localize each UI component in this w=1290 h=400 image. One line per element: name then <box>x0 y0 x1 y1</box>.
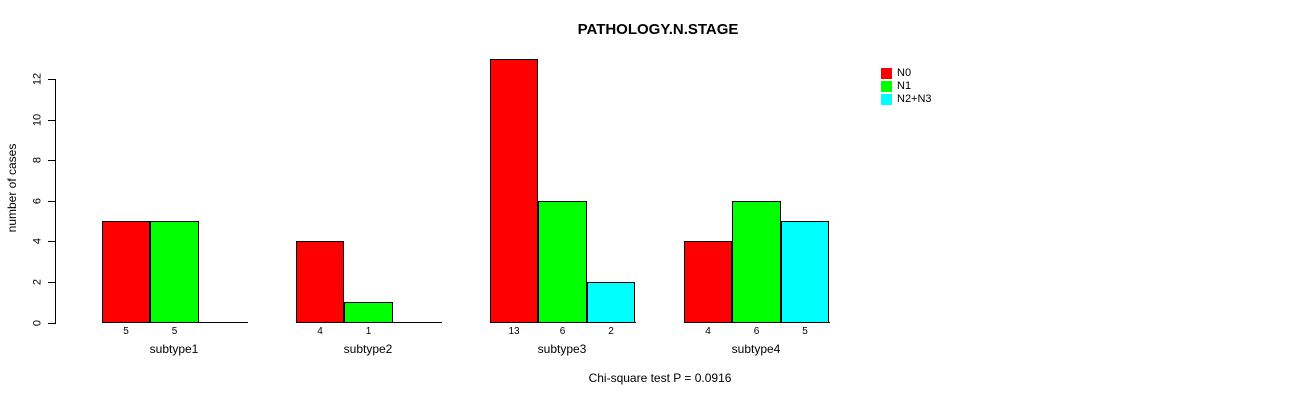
bar-subtype2-n1 <box>344 302 393 323</box>
y-axis-tick <box>48 282 55 283</box>
y-axis-tick-label: 10 <box>31 113 44 127</box>
bar-subtype3-n0 <box>490 59 538 323</box>
y-axis-tick-label: 6 <box>31 197 44 205</box>
bar-value-label: 2 <box>608 326 614 337</box>
y-axis-tick <box>48 160 55 161</box>
legend-item-n0: N0 <box>881 67 911 80</box>
y-axis-label: number of cases <box>5 143 19 233</box>
y-axis-tick <box>48 201 55 202</box>
y-axis-tick-label: 12 <box>31 72 44 86</box>
y-axis-tick-label: 8 <box>31 156 44 164</box>
chart-title: PATHOLOGY.N.STAGE <box>577 21 739 38</box>
chi-square-annotation: Chi-square test P = 0.0916 <box>588 371 732 385</box>
bar-value-label: 13 <box>508 326 520 337</box>
category-label-subtype4: subtype4 <box>731 342 781 356</box>
bar-subtype2-n0 <box>296 241 344 323</box>
legend-item-n1: N1 <box>881 80 911 93</box>
y-axis-tick <box>48 79 55 80</box>
bar-value-label: 4 <box>705 326 711 337</box>
bar-value-label: 1 <box>365 326 372 337</box>
bar-subtype4-n1 <box>732 201 781 323</box>
y-axis-tick <box>48 120 55 121</box>
bar-value-label: 6 <box>559 326 566 337</box>
y-axis-tick-label: 2 <box>31 278 44 286</box>
legend-swatch-n2+n3 <box>881 94 892 105</box>
bar-subtype3-n1 <box>538 201 587 323</box>
category-label-subtype1: subtype1 <box>149 342 199 356</box>
category-label-subtype2: subtype2 <box>343 342 393 356</box>
bar-value-label: 4 <box>317 326 323 337</box>
bar-value-label: 6 <box>753 326 760 337</box>
y-axis-tick <box>48 241 55 242</box>
bar-subtype4-n2+n3 <box>781 221 829 323</box>
category-label-subtype3: subtype3 <box>537 342 587 356</box>
legend-label: N1 <box>897 80 912 92</box>
legend-label: N0 <box>897 67 912 79</box>
bar-subtype1-n0 <box>102 221 150 323</box>
y-axis-tick-label: 4 <box>31 237 44 245</box>
legend-label: N2+N3 <box>897 93 932 105</box>
y-axis-line <box>55 79 56 324</box>
bar-value-label: 5 <box>802 326 808 337</box>
bar-subtype4-n0 <box>684 241 732 323</box>
bar-subtype1-n1 <box>150 221 199 323</box>
bar-subtype3-n2+n3 <box>587 282 635 323</box>
legend-item-n2+n3: N2+N3 <box>881 93 932 106</box>
legend-swatch-n1 <box>881 81 892 92</box>
bar-value-label: 5 <box>123 326 129 337</box>
y-axis-tick <box>48 323 55 324</box>
bar-value-label: 5 <box>171 326 178 337</box>
y-axis-tick-label: 0 <box>31 319 44 327</box>
legend-swatch-n0 <box>881 68 892 79</box>
